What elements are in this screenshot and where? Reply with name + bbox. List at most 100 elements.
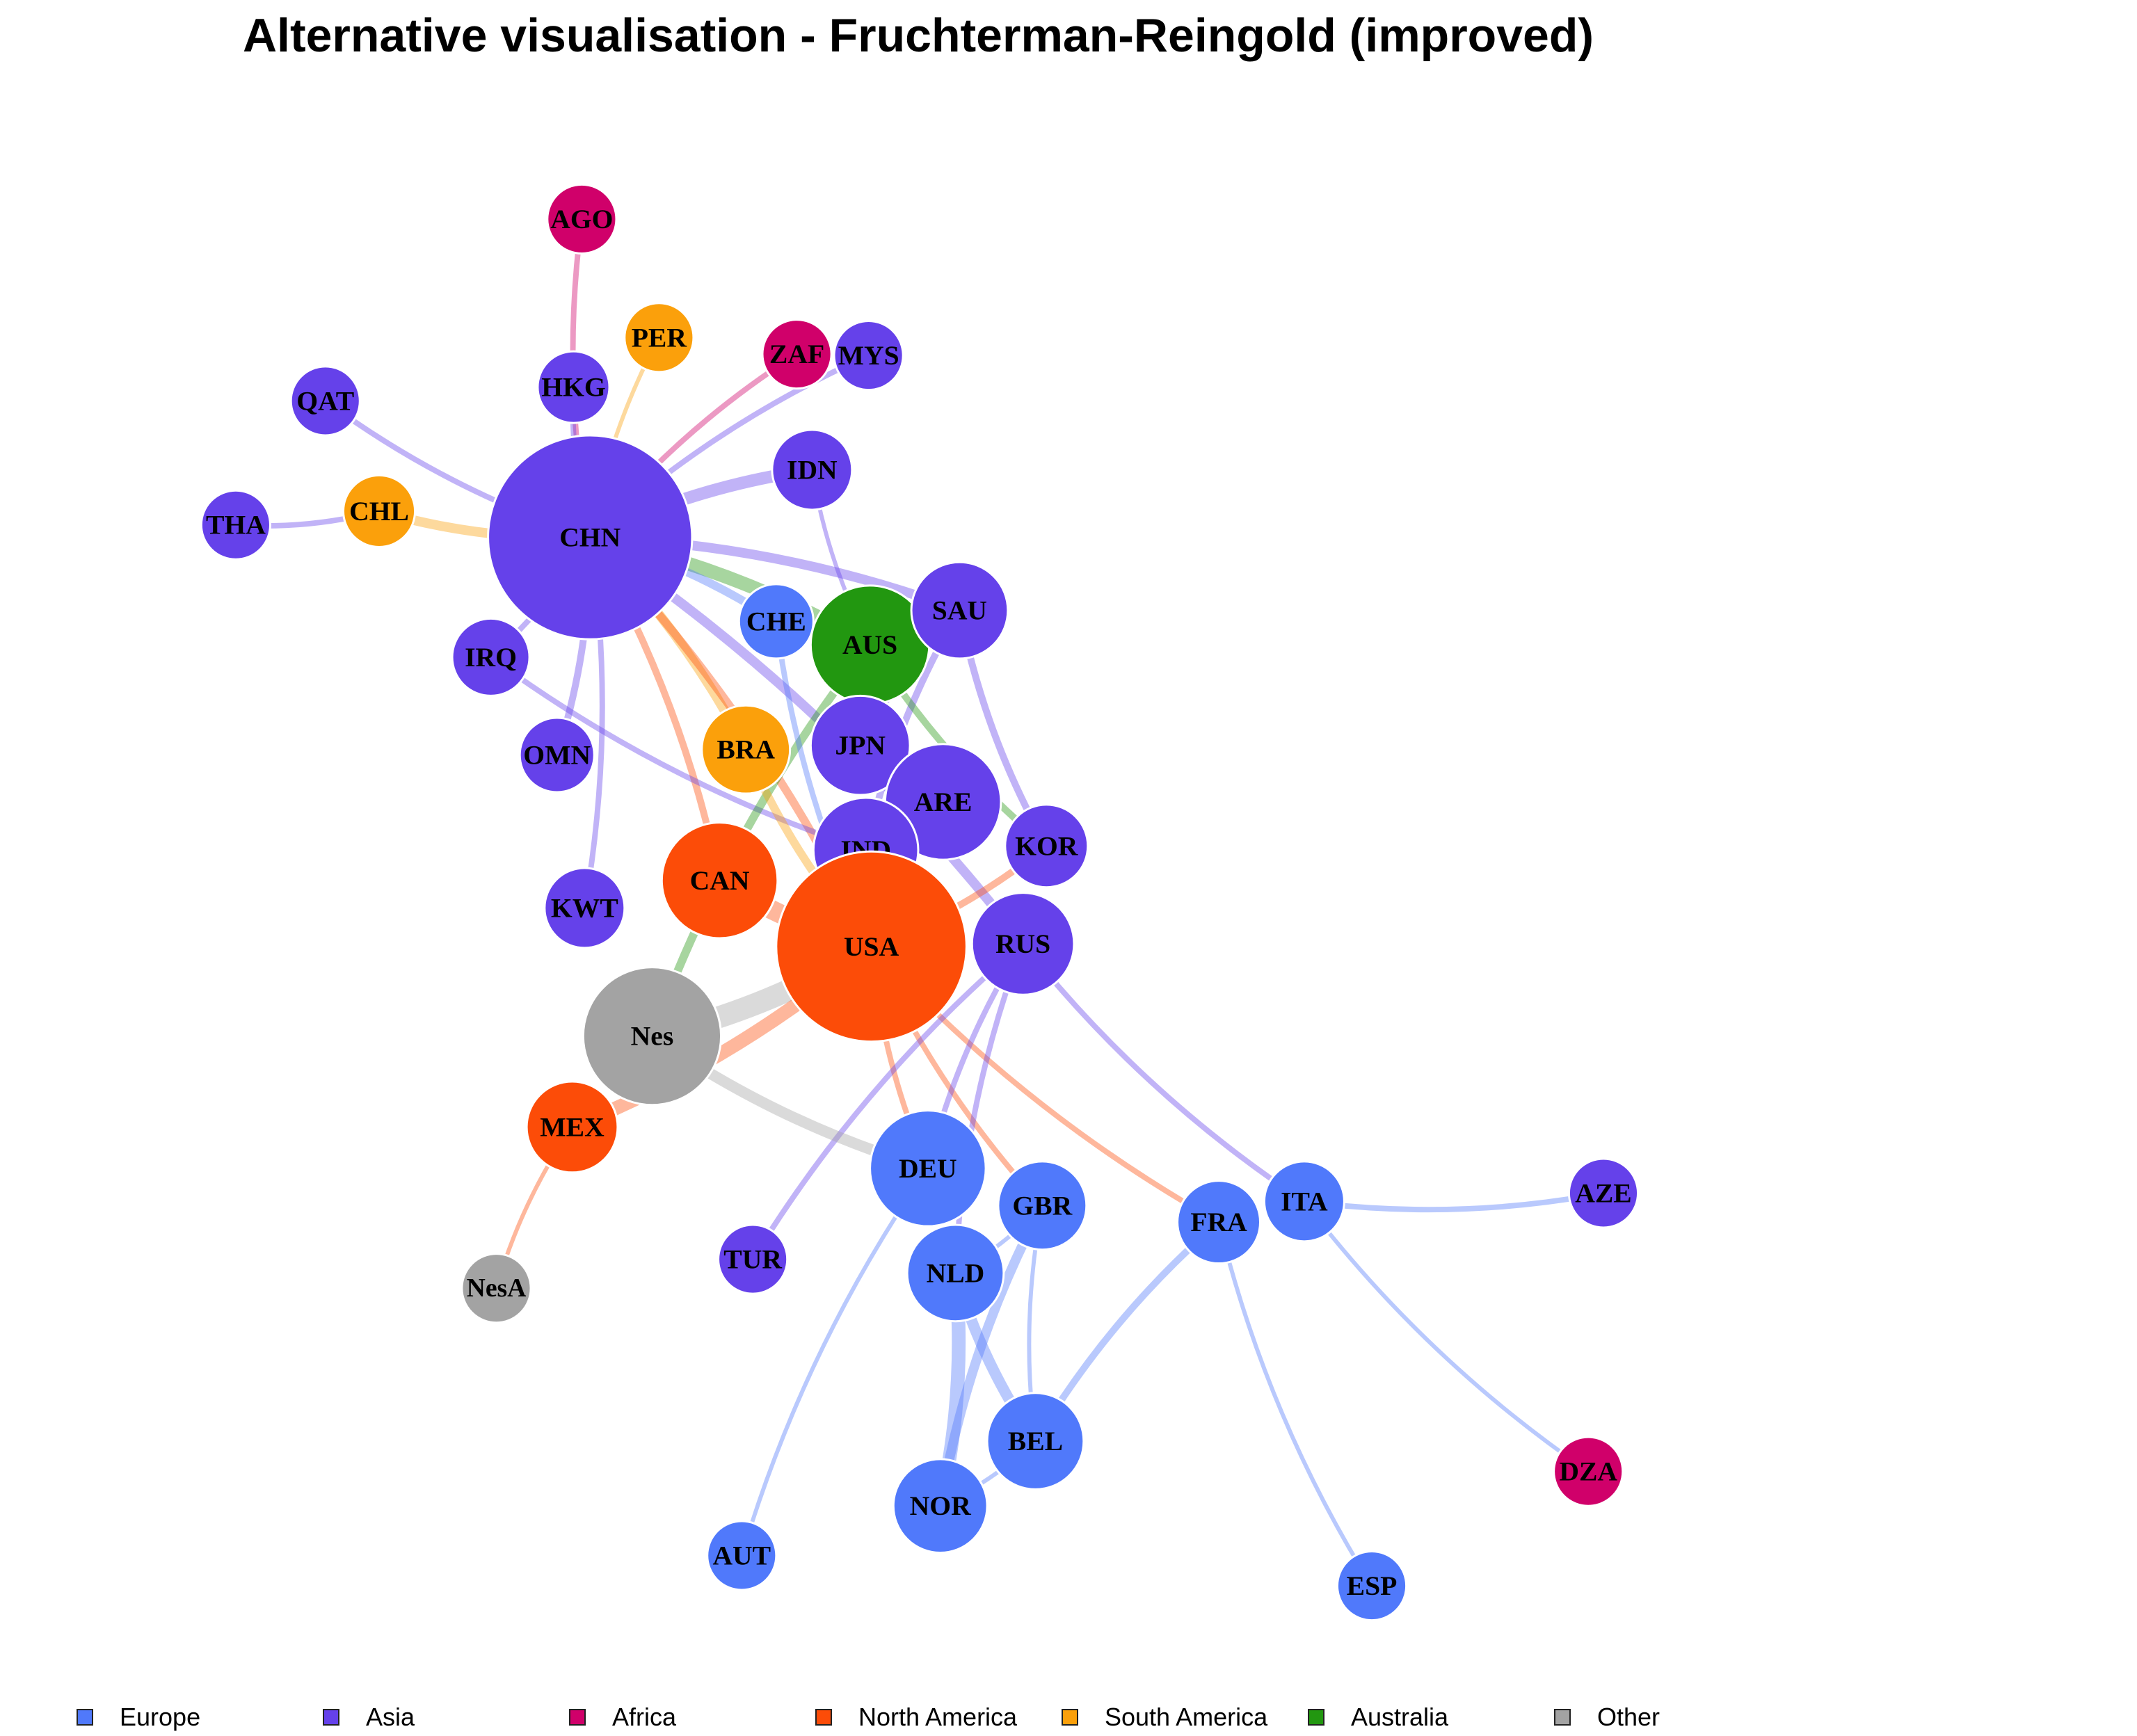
edge-ITA-AZE: [1301, 1190, 1606, 1213]
node-AUS[interactable]: AUS: [809, 584, 931, 705]
legend-swatch: [1062, 1709, 1078, 1726]
node-USA[interactable]: USA: [775, 850, 968, 1043]
edge-ITA-DZA: [1302, 1199, 1591, 1474]
node-layer: AGO PER ZAF MYS HKG QAT IDN THA CHL CHN CHE AUS SAU I…: [200, 183, 1640, 1622]
node-BEL[interactable]: BEL: [986, 1392, 1085, 1490]
legend-label: Europe: [120, 1703, 201, 1731]
node-circle: [970, 892, 1075, 996]
node-MEX[interactable]: MEX: [525, 1080, 619, 1174]
node-circle: [869, 1109, 987, 1228]
node-label: KOR: [1015, 830, 1078, 861]
node-CHL[interactable]: CHL: [342, 474, 417, 548]
node-IRQ[interactable]: IRQ: [451, 617, 531, 697]
node-JPN[interactable]: JPN: [809, 694, 911, 796]
node-MYS[interactable]: MYS: [833, 320, 904, 392]
node-circle: [833, 320, 904, 392]
node-ESP[interactable]: ESP: [1336, 1550, 1408, 1622]
node-circle: [1263, 1160, 1345, 1243]
edge-FRA-ESP: [1217, 1220, 1374, 1589]
node-GBR[interactable]: GBR: [997, 1160, 1088, 1251]
node-label: BRA: [717, 734, 775, 765]
node-circle: [461, 1253, 532, 1324]
node-AGO[interactable]: AGO: [546, 183, 618, 255]
node-circle: [546, 183, 618, 255]
legend-label: Africa: [612, 1703, 677, 1731]
node-label: DZA: [1559, 1456, 1617, 1487]
node-THA[interactable]: THA: [200, 489, 271, 561]
node-label: CHE: [746, 606, 806, 636]
node-circle: [892, 1458, 989, 1554]
node-IDN[interactable]: IDN: [771, 428, 854, 511]
node-label: OMN: [523, 740, 591, 771]
node-circle: [986, 1392, 1085, 1490]
node-CHE[interactable]: CHE: [737, 583, 815, 660]
legend-label: North America: [858, 1703, 1018, 1731]
node-label: ZAF: [769, 339, 824, 369]
node-circle: [717, 1223, 789, 1295]
node-circle: [1567, 1157, 1640, 1229]
node-label: ESP: [1347, 1570, 1398, 1601]
node-KWT[interactable]: KWT: [543, 867, 626, 949]
node-label: AUT: [712, 1541, 771, 1571]
node-label: JPN: [835, 730, 886, 761]
edge-RUS-TUR: [750, 940, 1026, 1262]
node-label: NesA: [467, 1273, 527, 1303]
node-Nes[interactable]: Nes: [582, 966, 723, 1107]
node-ZAF[interactable]: ZAF: [761, 319, 833, 390]
legend-swatch: [1308, 1709, 1324, 1726]
node-HKG[interactable]: HKG: [536, 350, 611, 424]
node-FRA[interactable]: FRA: [1176, 1180, 1261, 1265]
node-CHN[interactable]: CHN: [487, 434, 694, 641]
node-KOR[interactable]: KOR: [1004, 803, 1089, 889]
node-label: SAU: [932, 595, 987, 626]
node-RUS[interactable]: RUS: [970, 892, 1075, 996]
legend-swatch: [1554, 1709, 1571, 1726]
node-NLD[interactable]: NLD: [906, 1223, 1005, 1323]
edge-DEU-AUT: [739, 1166, 930, 1558]
legend-item-africa: Africa: [569, 1703, 815, 1732]
node-SAU[interactable]: SAU: [910, 561, 1009, 660]
node-DEU[interactable]: DEU: [869, 1109, 987, 1228]
node-circle: [997, 1160, 1088, 1251]
node-ITA[interactable]: ITA: [1263, 1160, 1345, 1243]
node-circle: [451, 617, 531, 697]
node-circle: [518, 716, 595, 794]
legend-item-europe: Europe: [77, 1703, 323, 1732]
node-TUR[interactable]: TUR: [717, 1223, 789, 1295]
node-label: CHL: [349, 496, 409, 527]
node-label: AGO: [550, 204, 613, 234]
node-circle: [660, 821, 779, 940]
node-label: HKG: [541, 372, 605, 403]
node-label: BEL: [1008, 1426, 1063, 1456]
node-circle: [289, 365, 361, 437]
node-label: TUR: [723, 1244, 782, 1275]
node-label: MYS: [838, 340, 899, 371]
node-circle: [623, 302, 695, 373]
node-circle: [582, 966, 723, 1107]
node-circle: [342, 474, 417, 548]
node-OMN[interactable]: OMN: [518, 716, 595, 794]
node-label: GBR: [1012, 1190, 1072, 1221]
node-NOR[interactable]: NOR: [892, 1458, 989, 1554]
node-circle: [906, 1223, 1005, 1323]
legend-item-south-america: South America: [1062, 1703, 1308, 1732]
node-AZE[interactable]: AZE: [1567, 1157, 1640, 1229]
node-CAN[interactable]: CAN: [660, 821, 779, 940]
node-QAT[interactable]: QAT: [289, 365, 361, 437]
node-circle: [809, 694, 911, 796]
node-label: NOR: [910, 1490, 971, 1521]
node-AUT[interactable]: AUT: [706, 1520, 778, 1591]
node-label: THA: [206, 510, 266, 540]
node-circle: [761, 319, 833, 390]
node-DZA[interactable]: DZA: [1553, 1436, 1624, 1507]
legend-item-north-america: North America: [815, 1703, 1062, 1732]
node-label: RUS: [995, 929, 1050, 959]
node-label: NLD: [927, 1257, 985, 1288]
node-BRA[interactable]: BRA: [701, 704, 792, 795]
node-NesA[interactable]: NesA: [461, 1253, 532, 1324]
node-circle: [910, 561, 1009, 660]
node-circle: [1553, 1436, 1624, 1507]
legend-item-australia: Australia: [1308, 1703, 1554, 1732]
node-PER[interactable]: PER: [623, 302, 695, 373]
